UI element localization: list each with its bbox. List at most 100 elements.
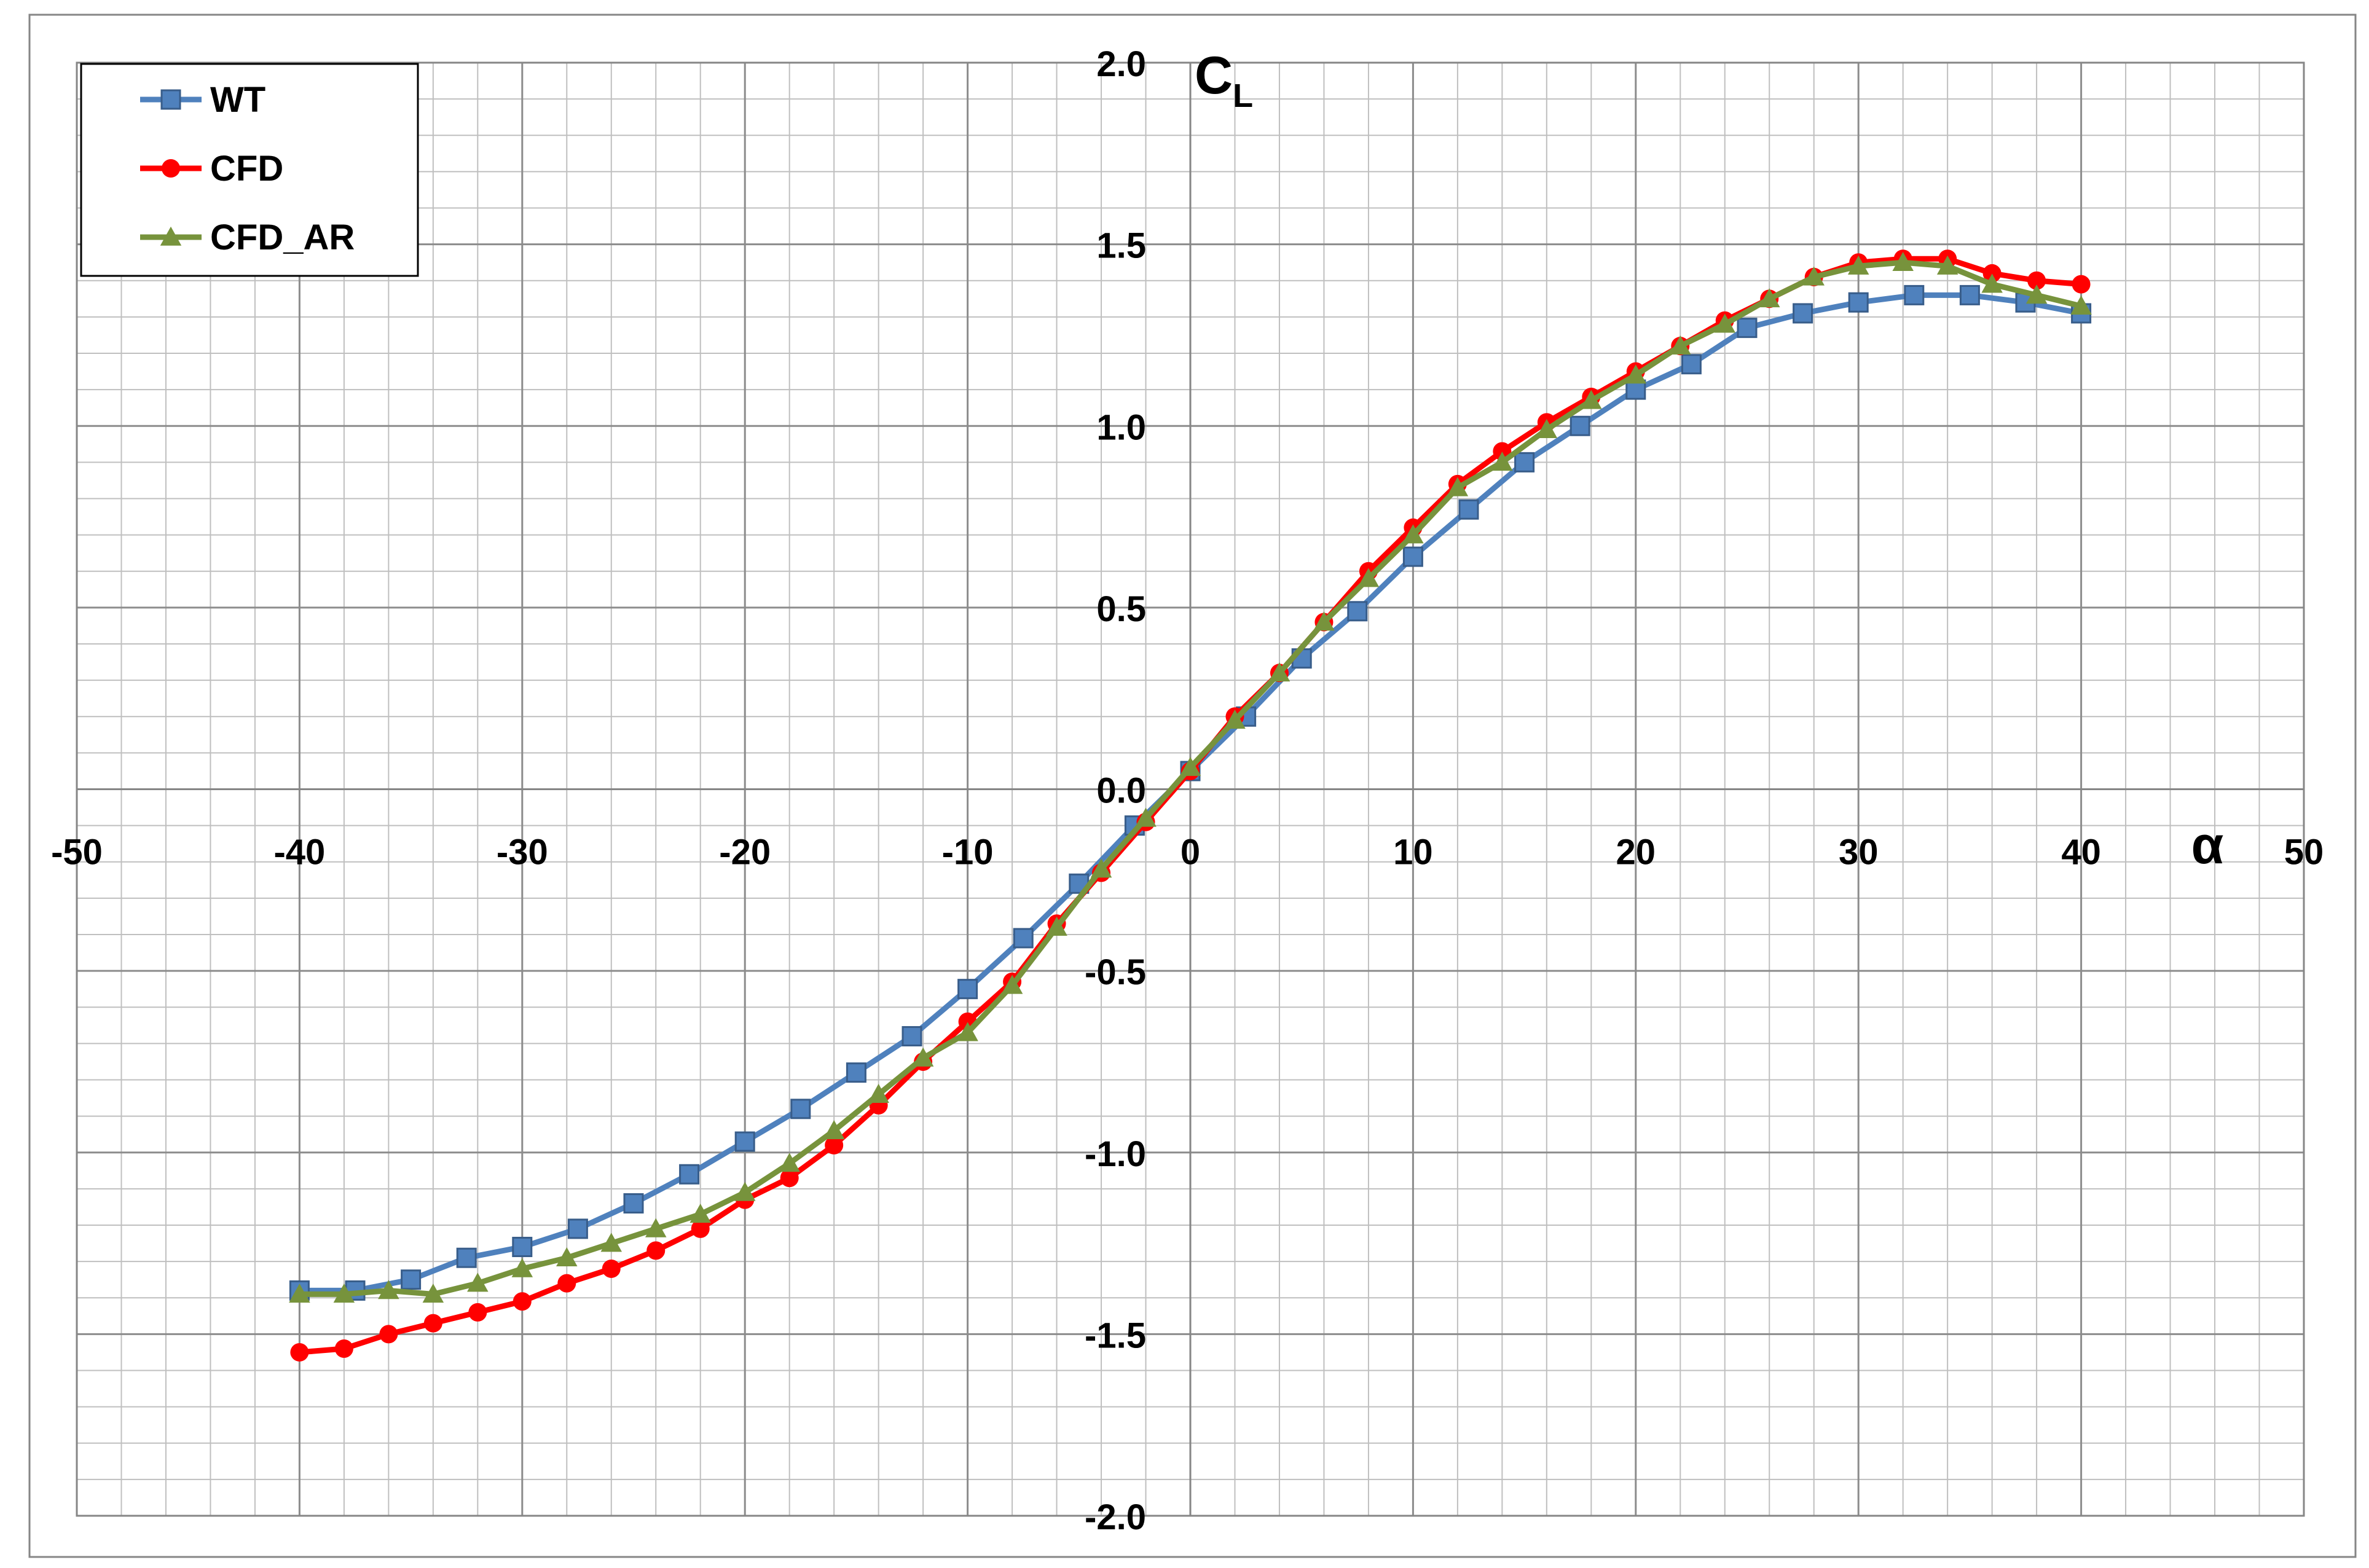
data-point-wt xyxy=(679,1164,700,1185)
y-tick-label: -1.5 xyxy=(1085,1315,1146,1355)
data-point-cfd-ar xyxy=(1581,390,1602,409)
tick-labels: -50 -40 -30 -20 -10 0 10 20 30 40 50 -2.0 -1.5 -1.0 -0… xyxy=(51,44,2324,1537)
data-point-cfd-ar xyxy=(333,1284,355,1303)
data-point-wt xyxy=(1959,284,1980,305)
data-point-cfd xyxy=(1982,264,2002,283)
legend-label-cfd: CFD xyxy=(210,149,283,189)
data-point-cfd-ar xyxy=(422,1284,444,1303)
y-tick-label: -0.5 xyxy=(1085,952,1146,992)
data-point-cfd-ar xyxy=(779,1153,800,1172)
data-point-cfd-ar xyxy=(2025,284,2048,304)
y-tick-label: 0.0 xyxy=(1096,771,1146,811)
x-tick-label: -40 xyxy=(273,833,325,872)
legend: WT CFD CFD_AR xyxy=(80,63,419,277)
y-tick-label: 0.5 xyxy=(1096,589,1146,629)
y-axis-label-subscript: L xyxy=(1233,77,1253,114)
data-point-wt xyxy=(1848,292,1869,313)
data-point-cfd-ar xyxy=(1179,756,1201,776)
data-point-wt xyxy=(1793,303,1813,324)
y-axis-label: CL xyxy=(1195,46,1253,114)
legend-label-cfd-ar: CFD_AR xyxy=(210,218,355,257)
data-point-cfd xyxy=(557,1274,576,1293)
data-point-cfd-ar xyxy=(957,1022,978,1041)
x-tick-label: 40 xyxy=(2061,833,2101,872)
legend-label-wt: WT xyxy=(210,80,265,120)
data-point-cfd xyxy=(2027,271,2046,290)
data-point-cfd-ar xyxy=(689,1204,711,1223)
data-point-cfd xyxy=(379,1325,398,1344)
data-point-wt xyxy=(1514,452,1535,472)
data-point-cfd-ar xyxy=(1670,335,1691,355)
data-point-cfd-ar xyxy=(1224,709,1246,729)
data-point-cfd xyxy=(290,1343,309,1362)
x-tick-label: -30 xyxy=(497,833,548,872)
data-point-cfd-ar xyxy=(1313,611,1335,631)
data-point-cfd-ar xyxy=(1135,807,1157,827)
data-point-cfd-ar xyxy=(1001,974,1023,994)
legend-box xyxy=(80,63,419,277)
data-point-wt xyxy=(790,1099,811,1119)
data-point-cfd-ar xyxy=(1046,916,1067,936)
data-point-cfd-ar xyxy=(1357,568,1380,587)
data-point-wt xyxy=(1570,415,1590,436)
data-point-wt xyxy=(1402,546,1423,567)
data-point-cfd xyxy=(423,1314,442,1333)
data-point-wt xyxy=(456,1247,477,1268)
data-point-cfd xyxy=(513,1292,532,1311)
x-tick-label: 50 xyxy=(2284,833,2324,872)
data-point-wt xyxy=(623,1193,644,1214)
data-point-cfd-ar xyxy=(1936,255,1958,275)
data-point-wt xyxy=(734,1131,755,1152)
data-point-wt xyxy=(512,1236,533,1257)
data-point-cfd-ar xyxy=(868,1083,889,1103)
data-point-cfd xyxy=(691,1219,710,1238)
data-point-cfd xyxy=(602,1259,621,1278)
series-layer xyxy=(289,249,2092,1362)
data-point-cfd-ar xyxy=(600,1233,623,1252)
legend-marker-cfd-ar xyxy=(160,226,182,246)
data-point-wt xyxy=(1737,318,1758,339)
data-point-cfd-ar xyxy=(1090,858,1112,878)
data-point-cfd-ar xyxy=(1268,662,1291,682)
data-point-cfd-ar xyxy=(1847,255,1869,275)
data-point-cfd-ar xyxy=(289,1284,310,1303)
y-tick-label: 1.5 xyxy=(1096,226,1146,266)
data-point-cfd-ar xyxy=(1892,251,1914,271)
y-tick-label: -2.0 xyxy=(1085,1497,1146,1537)
data-point-wt xyxy=(902,1026,922,1047)
data-point-cfd-ar xyxy=(2070,295,2092,315)
data-point-wt xyxy=(401,1269,422,1290)
data-point-cfd xyxy=(468,1303,487,1322)
data-point-wt xyxy=(957,979,978,1000)
data-point-cfd-ar xyxy=(1714,313,1736,333)
data-point-cfd-ar xyxy=(1625,364,1647,384)
data-point-cfd-ar xyxy=(1491,452,1513,471)
x-tick-label: 30 xyxy=(1839,833,1879,872)
x-tick-label: -50 xyxy=(51,833,103,872)
x-tick-label: -10 xyxy=(942,833,994,872)
data-point-cfd-ar xyxy=(467,1272,489,1292)
data-point-cfd-ar xyxy=(1402,524,1424,544)
data-point-cfd xyxy=(825,1135,844,1154)
y-tick-label: 1.0 xyxy=(1096,407,1146,447)
data-point-wt xyxy=(1013,928,1034,949)
data-point-cfd-ar xyxy=(912,1047,934,1067)
legend-marker-cfd xyxy=(162,159,180,178)
data-point-cfd-ar xyxy=(1981,273,2003,293)
legend-marker-wt xyxy=(160,89,181,110)
x-tick-label: 0 xyxy=(1181,833,1200,872)
data-point-cfd xyxy=(646,1241,666,1260)
x-axis-label: α xyxy=(2191,816,2224,875)
data-point-cfd xyxy=(334,1339,353,1358)
data-point-cfd xyxy=(780,1169,799,1188)
data-point-cfd-ar xyxy=(556,1247,578,1267)
data-point-cfd-ar xyxy=(511,1258,533,1277)
y-axis-label-main: C xyxy=(1195,46,1233,105)
y-tick-label: -1.0 xyxy=(1085,1134,1146,1174)
y-tick-label: 2.0 xyxy=(1096,44,1146,84)
series-cfd-ar xyxy=(289,251,2092,1303)
axes xyxy=(77,63,2304,1516)
data-point-wt xyxy=(1347,601,1368,622)
data-point-cfd-ar xyxy=(645,1218,667,1237)
